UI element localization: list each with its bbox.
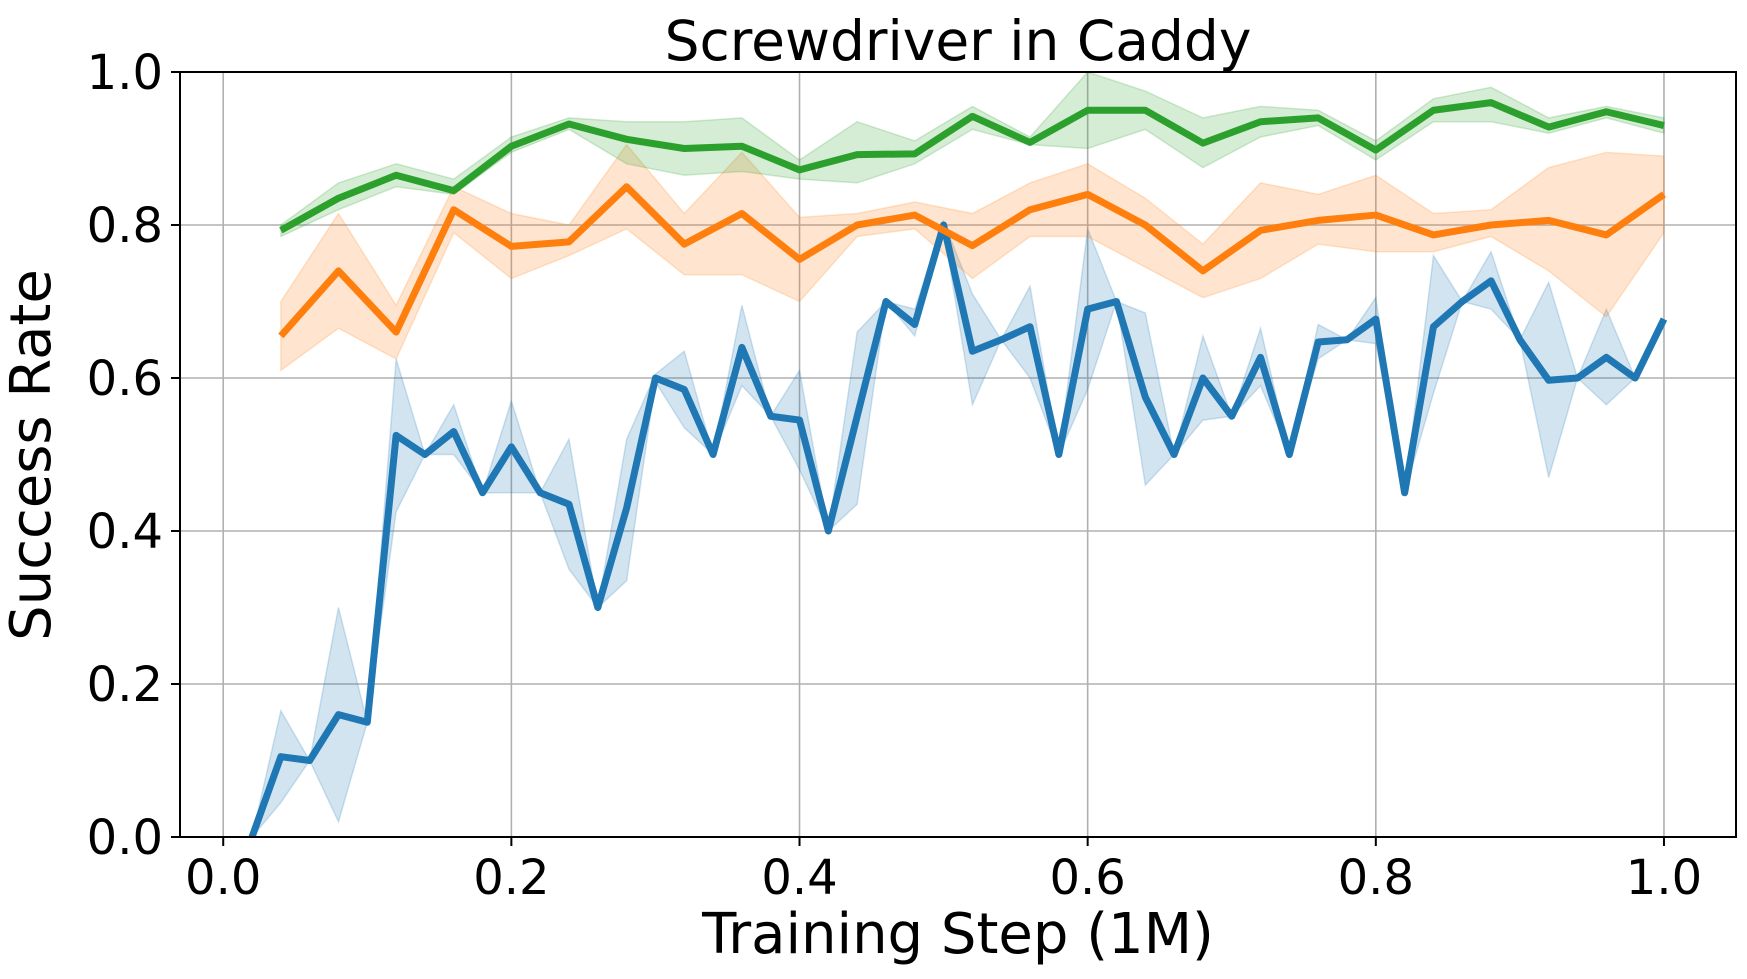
series-lines: [248, 99, 1668, 839]
y-tick-label: 0.4: [87, 504, 163, 560]
y-tick-label: 0.0: [87, 810, 163, 866]
series-3-line: [279, 99, 1665, 234]
x-tick-label: 0.2: [473, 850, 549, 906]
axis-ticks: 0.0 0.2 0.4 0.6 0.8 1.0 0.0 0.2 0.4 0.6 0.8 1.0: [87, 45, 1702, 906]
series-2-band: [280, 143, 1665, 372]
y-tick-label: 0.8: [87, 198, 163, 254]
chart-title: Screwdriver in Caddy: [665, 9, 1252, 73]
series-2-line: [278, 183, 1666, 339]
y-tick-label: 1.0: [87, 45, 163, 101]
x-tick-label: 0.6: [1049, 850, 1125, 906]
x-tick-label: 0.8: [1338, 850, 1414, 906]
y-tick-label: 0.6: [87, 351, 163, 407]
x-tick-label: 0.0: [185, 850, 261, 906]
series-1-line: [248, 221, 1668, 839]
x-tick-label: 1.0: [1626, 850, 1702, 906]
y-axis-title: Success Rate: [0, 269, 64, 641]
series-3-band: [280, 71, 1665, 238]
x-axis-title: Training Step (1M): [701, 902, 1214, 967]
y-tick-label: 0.2: [87, 657, 163, 713]
x-tick-label: 0.4: [761, 850, 837, 906]
plot-frame: [179, 71, 1737, 838]
